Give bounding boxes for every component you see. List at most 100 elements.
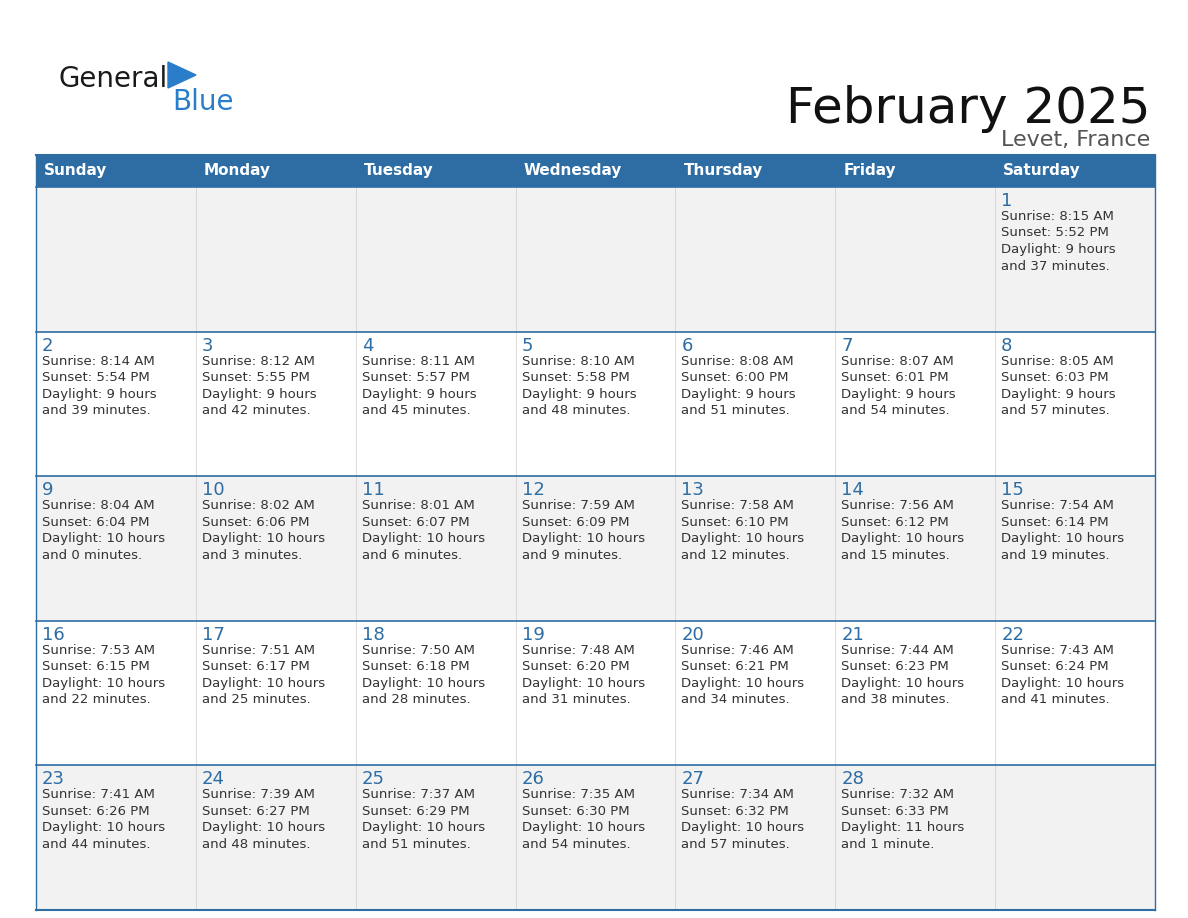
Bar: [36, 331, 1155, 476]
Text: Sunrise: 7:53 AM: Sunrise: 7:53 AM: [42, 644, 154, 656]
Text: Sunrise: 8:08 AM: Sunrise: 8:08 AM: [682, 354, 794, 367]
Text: Sunset: 6:07 PM: Sunset: 6:07 PM: [361, 516, 469, 529]
Text: Sunrise: 8:11 AM: Sunrise: 8:11 AM: [361, 354, 474, 367]
Text: Daylight: 10 hours: Daylight: 10 hours: [682, 677, 804, 689]
Text: 20: 20: [682, 626, 704, 644]
Text: 16: 16: [42, 626, 65, 644]
Text: Sunrise: 7:34 AM: Sunrise: 7:34 AM: [682, 789, 795, 801]
Text: 13: 13: [682, 481, 704, 499]
Text: Sunset: 6:29 PM: Sunset: 6:29 PM: [361, 805, 469, 818]
Text: and 51 minutes.: and 51 minutes.: [361, 838, 470, 851]
Text: Daylight: 9 hours: Daylight: 9 hours: [682, 387, 796, 400]
Text: and 22 minutes.: and 22 minutes.: [42, 693, 151, 706]
Text: Sunset: 6:04 PM: Sunset: 6:04 PM: [42, 516, 150, 529]
Text: Sunset: 5:54 PM: Sunset: 5:54 PM: [42, 371, 150, 384]
Text: Sunset: 6:32 PM: Sunset: 6:32 PM: [682, 805, 789, 818]
Text: Daylight: 10 hours: Daylight: 10 hours: [361, 822, 485, 834]
Text: and 9 minutes.: and 9 minutes.: [522, 549, 621, 562]
Text: Sunrise: 8:02 AM: Sunrise: 8:02 AM: [202, 499, 315, 512]
Text: Sunrise: 7:35 AM: Sunrise: 7:35 AM: [522, 789, 634, 801]
Text: Daylight: 10 hours: Daylight: 10 hours: [202, 677, 326, 689]
Text: and 37 minutes.: and 37 minutes.: [1001, 260, 1110, 273]
Text: Sunset: 6:01 PM: Sunset: 6:01 PM: [841, 371, 949, 384]
Text: 7: 7: [841, 337, 853, 354]
Text: Daylight: 9 hours: Daylight: 9 hours: [1001, 387, 1116, 400]
Text: Daylight: 10 hours: Daylight: 10 hours: [522, 822, 645, 834]
Text: and 48 minutes.: and 48 minutes.: [522, 404, 630, 417]
Text: Daylight: 10 hours: Daylight: 10 hours: [522, 677, 645, 689]
Text: Sunset: 6:00 PM: Sunset: 6:00 PM: [682, 371, 789, 384]
Text: Daylight: 9 hours: Daylight: 9 hours: [1001, 243, 1116, 256]
Text: Sunrise: 7:44 AM: Sunrise: 7:44 AM: [841, 644, 954, 656]
Text: and 19 minutes.: and 19 minutes.: [1001, 549, 1110, 562]
Text: Sunset: 6:12 PM: Sunset: 6:12 PM: [841, 516, 949, 529]
Text: Sunset: 6:20 PM: Sunset: 6:20 PM: [522, 660, 630, 673]
Text: 2: 2: [42, 337, 53, 354]
Text: and 12 minutes.: and 12 minutes.: [682, 549, 790, 562]
Text: 8: 8: [1001, 337, 1012, 354]
Text: and 31 minutes.: and 31 minutes.: [522, 693, 631, 706]
Text: Sunrise: 8:12 AM: Sunrise: 8:12 AM: [202, 354, 315, 367]
Text: Sunset: 6:18 PM: Sunset: 6:18 PM: [361, 660, 469, 673]
Text: Sunset: 6:03 PM: Sunset: 6:03 PM: [1001, 371, 1108, 384]
Text: Daylight: 10 hours: Daylight: 10 hours: [361, 677, 485, 689]
Bar: [996, 155, 1155, 187]
Text: 1: 1: [1001, 192, 1012, 210]
Bar: [36, 621, 1155, 766]
Text: and 34 minutes.: and 34 minutes.: [682, 693, 790, 706]
Text: Sunrise: 8:05 AM: Sunrise: 8:05 AM: [1001, 354, 1114, 367]
Text: Daylight: 10 hours: Daylight: 10 hours: [1001, 532, 1124, 545]
Bar: [835, 155, 996, 187]
Text: Sunset: 6:33 PM: Sunset: 6:33 PM: [841, 805, 949, 818]
Text: Daylight: 10 hours: Daylight: 10 hours: [42, 532, 165, 545]
Bar: [516, 155, 676, 187]
Text: Sunrise: 7:56 AM: Sunrise: 7:56 AM: [841, 499, 954, 512]
Text: and 48 minutes.: and 48 minutes.: [202, 838, 310, 851]
Text: Sunrise: 7:43 AM: Sunrise: 7:43 AM: [1001, 644, 1114, 656]
Text: Sunrise: 8:15 AM: Sunrise: 8:15 AM: [1001, 210, 1114, 223]
Text: 21: 21: [841, 626, 864, 644]
Text: and 15 minutes.: and 15 minutes.: [841, 549, 950, 562]
Text: Daylight: 10 hours: Daylight: 10 hours: [682, 822, 804, 834]
Text: Daylight: 9 hours: Daylight: 9 hours: [202, 387, 316, 400]
Bar: [196, 155, 355, 187]
Text: Daylight: 10 hours: Daylight: 10 hours: [841, 532, 965, 545]
Text: Sunset: 6:06 PM: Sunset: 6:06 PM: [202, 516, 309, 529]
Text: and 57 minutes.: and 57 minutes.: [682, 838, 790, 851]
Text: 3: 3: [202, 337, 214, 354]
Text: 24: 24: [202, 770, 225, 789]
Text: Daylight: 10 hours: Daylight: 10 hours: [202, 532, 326, 545]
Text: Sunrise: 7:58 AM: Sunrise: 7:58 AM: [682, 499, 795, 512]
Text: Daylight: 10 hours: Daylight: 10 hours: [841, 677, 965, 689]
Text: and 38 minutes.: and 38 minutes.: [841, 693, 950, 706]
Text: Sunset: 6:15 PM: Sunset: 6:15 PM: [42, 660, 150, 673]
Text: Sunrise: 8:07 AM: Sunrise: 8:07 AM: [841, 354, 954, 367]
Text: Sunrise: 7:54 AM: Sunrise: 7:54 AM: [1001, 499, 1114, 512]
Bar: [36, 476, 1155, 621]
Text: 19: 19: [522, 626, 544, 644]
Text: and 6 minutes.: and 6 minutes.: [361, 549, 462, 562]
Text: Sunset: 6:26 PM: Sunset: 6:26 PM: [42, 805, 150, 818]
Text: Sunrise: 7:59 AM: Sunrise: 7:59 AM: [522, 499, 634, 512]
Text: Wednesday: Wednesday: [524, 163, 623, 178]
Text: Sunset: 6:17 PM: Sunset: 6:17 PM: [202, 660, 310, 673]
Text: Daylight: 10 hours: Daylight: 10 hours: [42, 677, 165, 689]
Text: 6: 6: [682, 337, 693, 354]
Text: Sunrise: 7:37 AM: Sunrise: 7:37 AM: [361, 789, 475, 801]
Text: Monday: Monday: [204, 163, 271, 178]
Text: Sunrise: 8:04 AM: Sunrise: 8:04 AM: [42, 499, 154, 512]
Text: Sunrise: 7:41 AM: Sunrise: 7:41 AM: [42, 789, 154, 801]
Text: Sunrise: 7:48 AM: Sunrise: 7:48 AM: [522, 644, 634, 656]
Text: and 42 minutes.: and 42 minutes.: [202, 404, 310, 417]
Text: 10: 10: [202, 481, 225, 499]
Text: Daylight: 9 hours: Daylight: 9 hours: [361, 387, 476, 400]
Text: February 2025: February 2025: [785, 85, 1150, 133]
Text: 11: 11: [361, 481, 385, 499]
Text: 18: 18: [361, 626, 385, 644]
Text: Sunrise: 8:01 AM: Sunrise: 8:01 AM: [361, 499, 474, 512]
Text: Sunset: 5:55 PM: Sunset: 5:55 PM: [202, 371, 310, 384]
Text: and 44 minutes.: and 44 minutes.: [42, 838, 151, 851]
Text: 27: 27: [682, 770, 704, 789]
Text: 15: 15: [1001, 481, 1024, 499]
Bar: [36, 766, 1155, 910]
